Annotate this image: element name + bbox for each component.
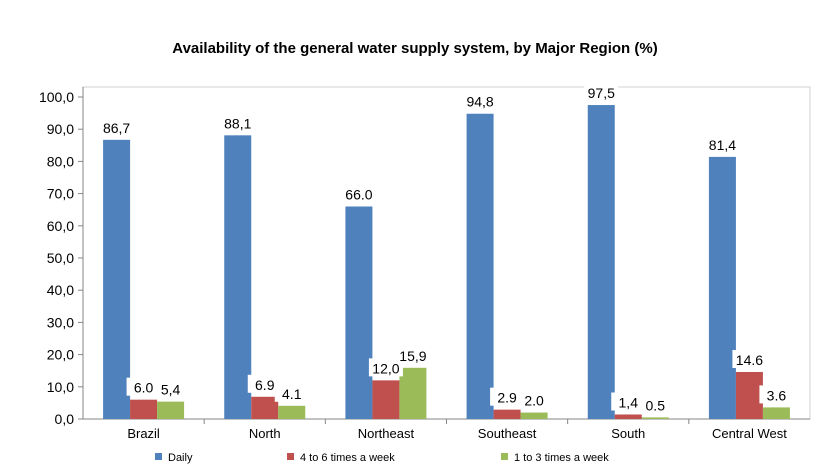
- data-label-background: [638, 395, 673, 414]
- data-label: 86,7: [103, 120, 130, 136]
- bar: [224, 135, 252, 419]
- bar: [372, 380, 400, 419]
- bar: [762, 407, 790, 419]
- data-label-background: [341, 184, 376, 203]
- data-label-background: [584, 83, 619, 102]
- bar: [399, 367, 427, 419]
- bar: [520, 412, 548, 419]
- data-label: 66.0: [345, 186, 372, 202]
- data-label-background: [153, 379, 188, 398]
- plot-frame: [82, 86, 811, 420]
- bar: [708, 156, 736, 419]
- bar: [130, 399, 158, 419]
- y-tick-label: 80,0: [47, 153, 74, 169]
- data-label: 97,5: [588, 85, 615, 101]
- data-label-background: [517, 390, 552, 409]
- bar: [735, 371, 763, 419]
- data-label-background: [126, 377, 161, 396]
- bars: [103, 105, 790, 420]
- data-label: 1,4: [619, 394, 639, 410]
- legend-label: 1 to 3 times a week: [514, 452, 609, 464]
- data-label-background: [99, 117, 134, 136]
- y-tick-label: 10,0: [47, 379, 74, 395]
- y-tick-label: 50,0: [47, 250, 74, 266]
- bar: [251, 396, 279, 419]
- data-label: 6.0: [134, 380, 154, 396]
- axes: 0,0 10,0 20,0 30,0 40,0 50,0 60,0 70,0 80,0 90,0 1…: [39, 86, 811, 441]
- data-label: 94,8: [466, 94, 493, 110]
- data-label-background: [368, 358, 403, 377]
- data-label: 6.9: [255, 377, 275, 393]
- data-label: 5,4: [161, 382, 181, 398]
- x-tick-label: Brazil: [127, 426, 160, 441]
- bar: [345, 206, 373, 419]
- legend-swatch: [155, 453, 162, 460]
- data-label-background: [759, 385, 794, 404]
- data-label-background: [395, 345, 430, 364]
- data-label: 12,0: [372, 360, 399, 376]
- bar: [103, 139, 131, 420]
- data-label: 2.0: [524, 393, 544, 409]
- x-tick-label: South: [611, 426, 645, 441]
- data-label-background: [490, 387, 525, 406]
- data-label-background: [463, 91, 498, 110]
- legend-label: 4 to 6 times a week: [300, 452, 395, 464]
- legend-swatch: [287, 453, 294, 460]
- data-label-background: [247, 374, 282, 393]
- x-tick-label: Northeast: [358, 426, 415, 441]
- data-label: 3.6: [767, 387, 787, 403]
- data-label: 81,4: [709, 137, 736, 153]
- data-label-background: [705, 134, 740, 153]
- x-tick-label: Southeast: [478, 426, 537, 441]
- chart-title: Availability of the general water supply…: [172, 40, 657, 57]
- data-label-background: [732, 349, 767, 368]
- bar: [641, 417, 669, 419]
- y-tick-label: 90,0: [47, 121, 74, 137]
- y-tick-label: 0,0: [55, 411, 75, 427]
- y-tick-label: 30,0: [47, 314, 74, 330]
- y-tick-label: 60,0: [47, 218, 74, 234]
- data-label-background: [220, 113, 255, 132]
- legend: Daily 4 to 6 times a week 1 to 3 times a w…: [155, 452, 609, 464]
- bar: [614, 414, 642, 419]
- bar: [466, 113, 494, 419]
- x-tick-label: North: [249, 426, 281, 441]
- legend-label: Daily: [168, 452, 193, 464]
- data-label: 14.6: [736, 352, 763, 368]
- data-label: 88,1: [224, 115, 251, 131]
- bar: [587, 105, 615, 420]
- y-tick-label: 70,0: [47, 186, 74, 202]
- data-label-background: [274, 383, 309, 402]
- y-tick-label: 40,0: [47, 282, 74, 298]
- data-label: 4.1: [282, 386, 302, 402]
- data-label-background: [611, 392, 646, 411]
- data-labels: 86,7 88,1 66.0 94,8 97,5 81,4 6.0 6.9 12,0 2.9 1,4…: [99, 83, 794, 414]
- y-tick-label: 20,0: [47, 347, 74, 363]
- data-label: 0.5: [646, 397, 666, 413]
- bar: [157, 401, 185, 419]
- bar: [493, 409, 521, 419]
- data-label: 2.9: [497, 390, 517, 406]
- x-tick-label: Central West: [712, 426, 787, 441]
- y-tick-label: 100,0: [39, 89, 74, 105]
- bar: [278, 405, 306, 419]
- legend-swatch: [501, 453, 508, 460]
- data-label: 15,9: [399, 348, 426, 364]
